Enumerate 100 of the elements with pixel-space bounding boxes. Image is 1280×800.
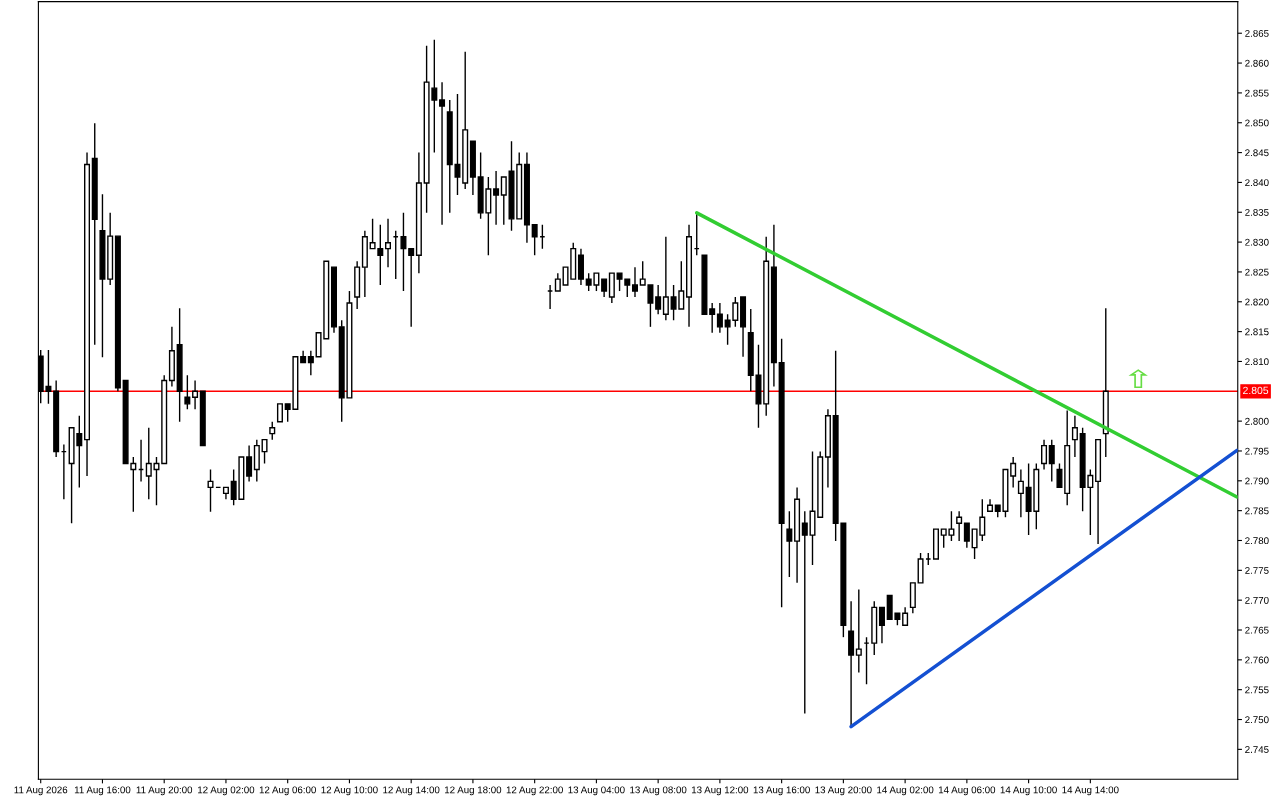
candlestick [107, 212, 114, 286]
x-tick-label: 12 Aug 02:00 [198, 786, 255, 796]
candlestick [462, 51, 469, 190]
candlestick [114, 235, 121, 392]
x-tick-label: 13 Aug 04:00 [568, 786, 625, 796]
candlestick [53, 379, 60, 458]
candlestick [408, 247, 415, 328]
candlestick [770, 224, 777, 388]
candlestick [655, 284, 662, 316]
candlestick [554, 272, 561, 292]
candlestick [601, 278, 608, 298]
candlestick [168, 326, 175, 388]
y-tick-label: 2.795 [1245, 447, 1269, 455]
candlestick [686, 224, 693, 328]
y-tick-label: 2.780 [1245, 537, 1269, 545]
candlestick [330, 266, 338, 334]
candlestick [253, 438, 260, 483]
y-tick-label: 2.860 [1245, 59, 1269, 67]
x-tick-label: 13 Aug 08:00 [630, 786, 687, 796]
y-tick-label: 2.790 [1245, 477, 1269, 485]
x-tick-label: 13 Aug 20:00 [815, 786, 872, 796]
y-tick-label: 2.810 [1245, 358, 1269, 366]
candlestick [577, 247, 584, 286]
y-tick-label: 2.755 [1245, 686, 1269, 694]
x-tick-label: 12 Aug 14:00 [383, 786, 440, 796]
candlestick [786, 510, 793, 578]
y-tick-label: 2.835 [1245, 209, 1269, 216]
y-tick-label: 2.770 [1245, 596, 1269, 604]
candlestick [354, 260, 361, 310]
candlestick [84, 151, 91, 477]
x-tick-label: 12 Aug 06:00 [259, 786, 316, 796]
x-tick-label: 11 Aug 20:00 [136, 786, 193, 796]
candlestick [1095, 438, 1102, 545]
candlestick [207, 468, 214, 513]
candlestick [763, 236, 770, 417]
y-tick-label: 2.855 [1245, 89, 1269, 97]
candlestick [469, 140, 476, 196]
candlestick [493, 170, 500, 226]
y-tick-label: 2.745 [1245, 746, 1269, 753]
x-tick-label: 13 Aug 16:00 [753, 786, 810, 796]
candlestick [523, 151, 530, 244]
y-tick-label: 2.765 [1245, 626, 1269, 634]
candlestick [716, 302, 723, 334]
candlestick [91, 122, 98, 346]
x-tick-label: 14 Aug 02:00 [877, 786, 934, 796]
candlestick [1017, 468, 1024, 518]
candlestick [300, 350, 307, 364]
x-tick-label: 13 Aug 12:00 [691, 786, 749, 796]
candlestick [824, 408, 831, 489]
candlestick [415, 151, 422, 274]
candlestick [385, 218, 392, 268]
x-tick-label: 11 Aug 16:00 [74, 786, 131, 796]
candlestick [855, 588, 862, 674]
candlestick [246, 444, 253, 483]
candlestick [709, 302, 716, 334]
x-tick-label: 12 Aug 18:00 [445, 786, 502, 796]
y-tick-label: 2.775 [1245, 567, 1269, 574]
x-tick-label: 14 Aug 14:00 [1062, 786, 1119, 796]
candlestick [956, 510, 963, 542]
candlestick [176, 307, 183, 423]
candlestick [878, 606, 885, 644]
y-tick-label: 2.750 [1245, 716, 1269, 724]
candlestick [963, 522, 970, 549]
candlestick [99, 193, 106, 358]
candlestick [1071, 415, 1078, 458]
candlestick [740, 296, 747, 358]
y-tick-label: 2.785 [1245, 507, 1269, 515]
x-tick-label: 11 Aug 2026 [14, 786, 68, 796]
candlestick [531, 224, 538, 256]
y-tick-label: 2.820 [1245, 298, 1269, 306]
x-tick-label: 12 Aug 22:00 [506, 786, 563, 796]
candlestick [1102, 307, 1109, 458]
y-tick-label: 2.830 [1245, 238, 1269, 246]
candlestick [909, 582, 916, 614]
ref-line-label: 2.805 [1243, 386, 1269, 395]
candlestick [439, 81, 446, 226]
candlestick [631, 266, 639, 298]
candlestick [794, 486, 801, 584]
candlestick [361, 230, 368, 298]
candlestick [1041, 438, 1048, 471]
x-tick-label: 14 Aug 06:00 [938, 786, 996, 796]
candlestick [1064, 409, 1071, 506]
candlestick [902, 606, 909, 626]
candlestick [1048, 438, 1055, 483]
candlestick [307, 350, 314, 376]
y-tick-label: 2.840 [1245, 179, 1269, 187]
candlestick [608, 272, 615, 304]
candlestick [192, 379, 199, 410]
y-tick-label: 2.815 [1245, 328, 1269, 336]
candlestick [184, 374, 191, 410]
candlestick [778, 338, 785, 609]
candlestick [222, 486, 229, 501]
y-tick-label: 2.825 [1245, 268, 1269, 276]
y-tick-label: 2.850 [1245, 119, 1269, 127]
y-tick-label: 2.845 [1245, 149, 1269, 157]
candlestick [400, 212, 407, 292]
candlestick [1010, 456, 1017, 489]
x-tick-label: 12 Aug 10:00 [321, 786, 378, 796]
candlestick [987, 498, 994, 512]
y-tick-label: 2.800 [1245, 417, 1269, 425]
